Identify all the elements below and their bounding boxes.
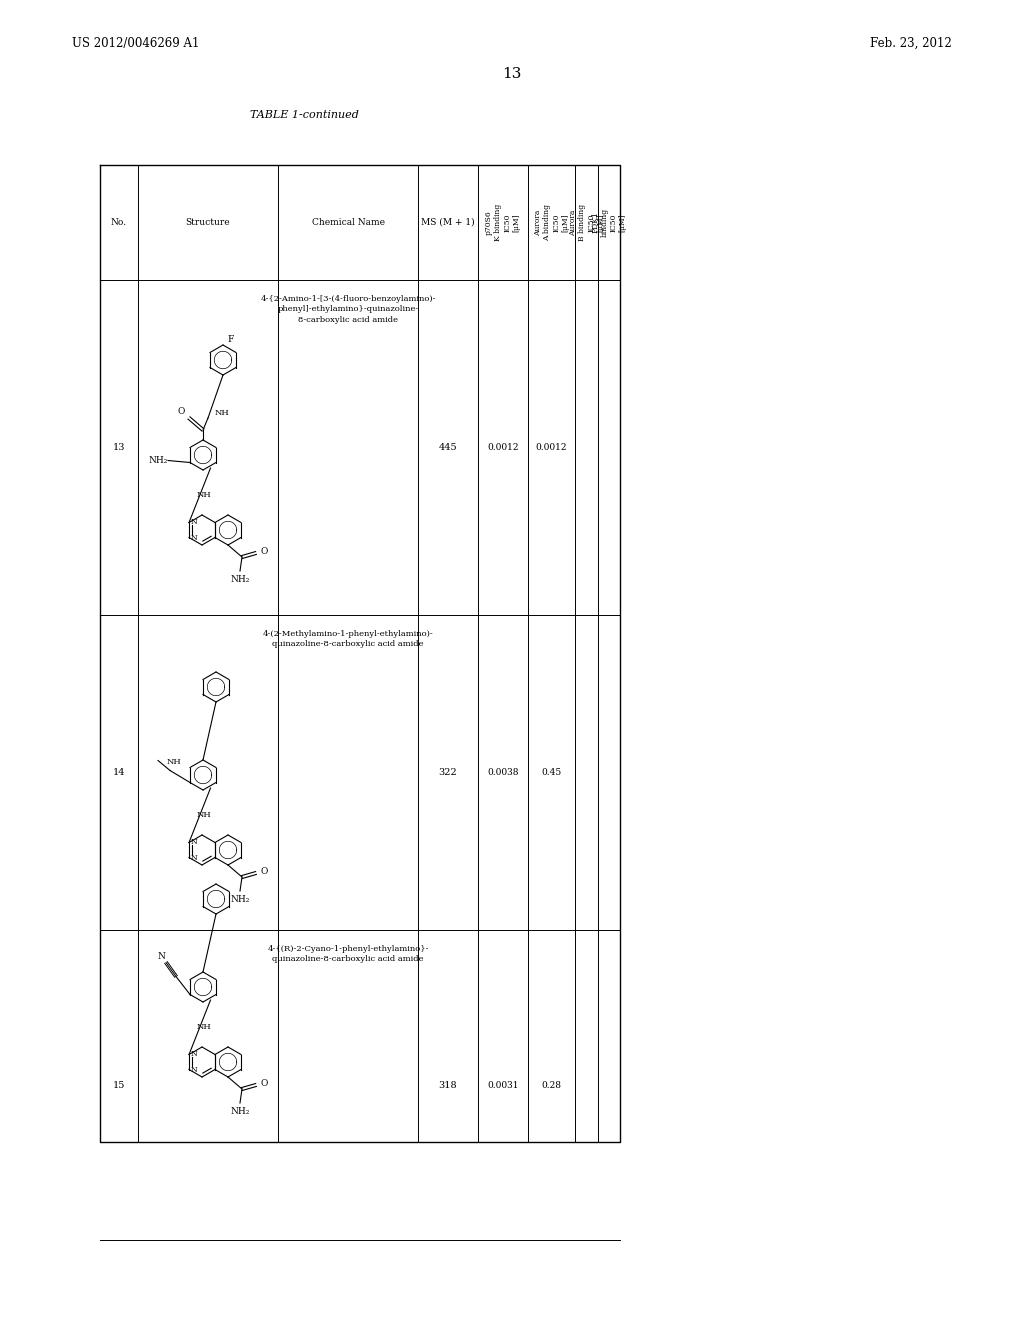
Text: N: N <box>190 519 198 527</box>
Text: NH₂: NH₂ <box>230 574 250 583</box>
Text: p70S6
K binding
IC50
[μM]: p70S6 K binding IC50 [μM] <box>485 203 521 242</box>
Text: 15: 15 <box>113 1081 125 1089</box>
Text: NH: NH <box>197 1023 212 1031</box>
Text: No.: No. <box>111 218 127 227</box>
Text: 13: 13 <box>113 444 125 451</box>
Text: PDK1
binding
IC50
[μM]: PDK1 binding IC50 [μM] <box>591 209 627 238</box>
Text: N: N <box>190 838 198 846</box>
Text: Chemical Name: Chemical Name <box>311 218 384 227</box>
Text: 0.0012: 0.0012 <box>536 444 567 451</box>
Text: 14: 14 <box>113 768 125 777</box>
Text: 0.45: 0.45 <box>542 768 561 777</box>
Text: O: O <box>260 1080 267 1089</box>
Text: O: O <box>177 408 184 417</box>
Text: 4-{(R)-2-Cyano-1-phenyl-ethylamino}-
quinazoline-8-carboxylic acid amide: 4-{(R)-2-Cyano-1-phenyl-ethylamino}- qui… <box>267 945 429 964</box>
Text: 4-{2-Amino-1-[3-(4-fluoro-benzoylamino)-
phenyl]-ethylamino}-quinazoline-
8-carb: 4-{2-Amino-1-[3-(4-fluoro-benzoylamino)-… <box>260 294 436 323</box>
Text: TABLE 1-continued: TABLE 1-continued <box>250 110 358 120</box>
Text: NH₂: NH₂ <box>148 455 168 465</box>
Text: 13: 13 <box>503 67 521 81</box>
Text: Aurora
B binding
IC50
[μM]: Aurora B binding IC50 [μM] <box>568 203 604 242</box>
Text: NH: NH <box>197 812 212 820</box>
Text: 0.0031: 0.0031 <box>487 1081 519 1089</box>
Text: N: N <box>190 854 198 862</box>
Text: O: O <box>260 548 267 557</box>
Text: NH₂: NH₂ <box>230 895 250 903</box>
Text: 322: 322 <box>438 768 458 777</box>
Text: O: O <box>260 867 267 876</box>
Text: N: N <box>190 1051 198 1059</box>
Text: NH: NH <box>197 491 212 499</box>
Text: MS (M + 1): MS (M + 1) <box>421 218 475 227</box>
Text: 445: 445 <box>438 444 458 451</box>
Text: Feb. 23, 2012: Feb. 23, 2012 <box>870 37 952 50</box>
Text: NH₂: NH₂ <box>230 1106 250 1115</box>
Text: 318: 318 <box>438 1081 458 1089</box>
Text: 0.28: 0.28 <box>542 1081 561 1089</box>
Text: Structure: Structure <box>185 218 230 227</box>
Text: N: N <box>157 952 165 961</box>
Text: US 2012/0046269 A1: US 2012/0046269 A1 <box>72 37 200 50</box>
Text: F: F <box>227 335 234 345</box>
Text: Aurora
A binding
IC50
[μM]: Aurora A binding IC50 [μM] <box>534 205 569 242</box>
Text: 4-(2-Methylamino-1-phenyl-ethylamino)-
quinazoline-8-carboxylic acid amide: 4-(2-Methylamino-1-phenyl-ethylamino)- q… <box>262 630 433 648</box>
Text: 0.0038: 0.0038 <box>487 768 519 777</box>
Text: NH: NH <box>215 409 229 417</box>
Text: N: N <box>190 533 198 541</box>
Text: N: N <box>190 1065 198 1073</box>
Text: NH: NH <box>167 759 181 767</box>
Text: 0.0012: 0.0012 <box>487 444 519 451</box>
